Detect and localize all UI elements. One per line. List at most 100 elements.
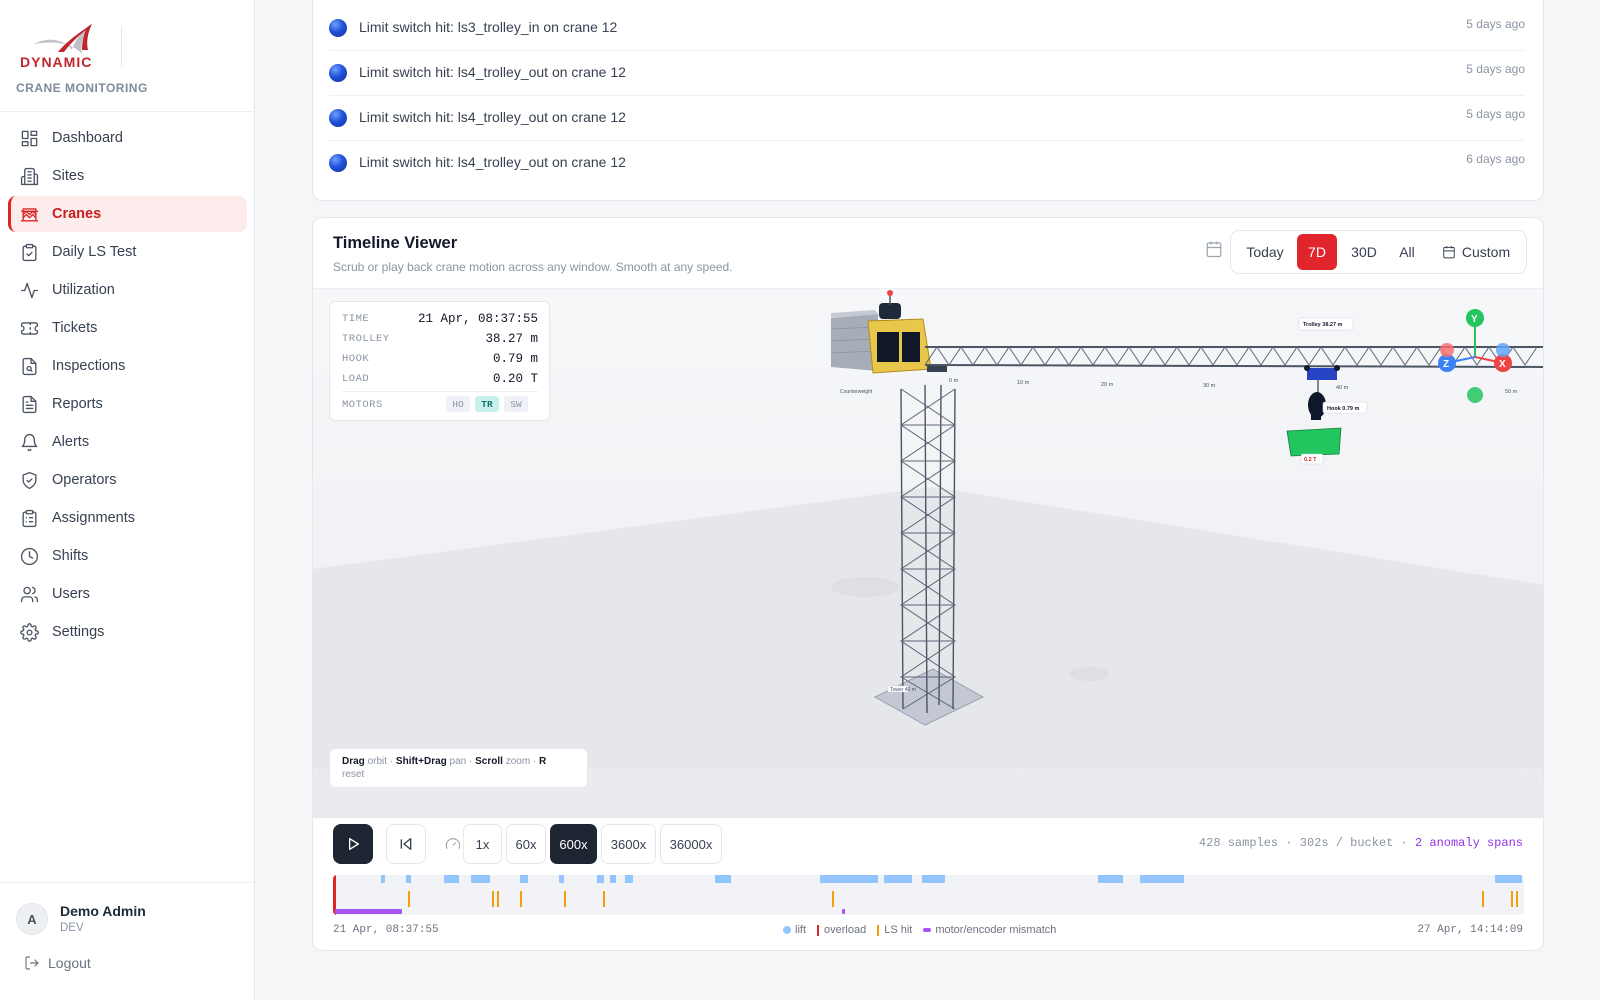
list-item[interactable]: Limit switch hit: ls3_trolley_in on cran… xyxy=(329,6,1525,51)
legend-ls-hit: LS hit xyxy=(877,924,912,936)
sidebar-item-inspections[interactable]: Inspections xyxy=(8,348,247,384)
time-range-selector: Today 7D 30D All Custom xyxy=(1230,230,1527,274)
lift-span-mark xyxy=(558,875,565,883)
skip-back-icon xyxy=(400,838,412,850)
sidebar-item-operators[interactable]: Operators xyxy=(8,462,247,498)
ls-hit-mark xyxy=(407,891,410,907)
sidebar-nav: Dashboard Sites Cranes Daily LS Test Uti… xyxy=(8,120,247,652)
jib-mark-label: 20 m xyxy=(1101,382,1114,388)
legend-mismatch: motor/encoder mismatch xyxy=(923,924,1056,936)
samples-info: 428 samples · 302s / bucket · xyxy=(1198,836,1408,850)
brand-header: DYNAMIC CRANE MONITORING xyxy=(0,0,254,112)
axis-y-label: Y xyxy=(1471,314,1478,325)
avatar[interactable]: A xyxy=(16,903,48,935)
list-item[interactable]: Limit switch hit: ls4_trolley_out on cra… xyxy=(329,96,1525,141)
lift-span-mark xyxy=(470,875,490,883)
legend-label: lift xyxy=(795,924,806,936)
ls-hit-mark xyxy=(491,891,494,907)
sidebar-item-settings[interactable]: Settings xyxy=(8,614,247,650)
divider xyxy=(342,391,538,392)
jib-mark-label: 0 m xyxy=(949,378,959,384)
sidebar-item-daily-ls-test[interactable]: Daily LS Test xyxy=(8,234,247,270)
range-7d-button[interactable]: 7D xyxy=(1297,234,1337,270)
sidebar-item-label: Tickets xyxy=(52,320,98,336)
logout-button[interactable]: Logout xyxy=(24,955,91,971)
sidebar-item-label: Reports xyxy=(52,396,103,412)
mismatch-pill-icon xyxy=(923,928,932,932)
hook-value: 0.79 m xyxy=(492,352,538,366)
user-name: Demo Admin xyxy=(60,903,146,919)
sidebar-item-label: Alerts xyxy=(52,434,90,450)
lift-span-mark xyxy=(625,875,634,883)
range-start-time: 21 Apr, 08:37:55 xyxy=(333,924,439,936)
alert-time: 5 days ago xyxy=(1466,17,1525,31)
jib-mark-label: 10 m xyxy=(1017,380,1030,386)
card-title: Timeline Viewer xyxy=(333,234,458,252)
play-button[interactable] xyxy=(333,824,373,864)
range-all-button[interactable]: All xyxy=(1399,244,1415,260)
axes-gizmo-icon[interactable]: Y X Z xyxy=(1438,309,1512,403)
user-role: DEV xyxy=(60,922,84,934)
hint-key: Shift+Drag xyxy=(395,756,447,767)
lift-span-mark xyxy=(1097,875,1123,883)
lift-span-mark xyxy=(596,875,605,883)
anomaly-count: 2 anomaly spans xyxy=(1414,836,1523,850)
alert-status-icon xyxy=(329,64,347,82)
legend-label: LS hit xyxy=(884,924,913,936)
load-label: LOAD xyxy=(342,373,370,385)
motors-label: MOTORS xyxy=(342,399,383,411)
ls-hit-mark xyxy=(602,891,605,907)
ls-hit-mark xyxy=(1510,891,1513,907)
range-30d-button[interactable]: 30D xyxy=(1351,244,1377,260)
sidebar-item-sites[interactable]: Sites xyxy=(8,158,247,194)
hint-action: pan xyxy=(449,756,467,767)
sidebar-item-assignments[interactable]: Assignments xyxy=(8,500,247,536)
legend-overload: overload xyxy=(817,924,866,936)
sidebar-item-label: Inspections xyxy=(52,358,126,374)
lift-span-mark xyxy=(1139,875,1184,883)
sidebar-item-utilization[interactable]: Utilization xyxy=(8,272,247,308)
alert-time: 6 days ago xyxy=(1466,152,1525,166)
sidebar-item-alerts[interactable]: Alerts xyxy=(8,424,247,460)
ticket-icon xyxy=(20,321,39,335)
sidebar-item-cranes[interactable]: Cranes xyxy=(8,196,247,232)
sidebar-item-dashboard[interactable]: Dashboard xyxy=(8,120,247,156)
legend-label: motor/encoder mismatch xyxy=(935,924,1057,936)
timeline-scrubber[interactable] xyxy=(333,875,1524,915)
speed-1x-button[interactable]: 1x xyxy=(463,824,502,864)
clock-icon xyxy=(20,547,39,565)
motor-ho-badge: HO xyxy=(446,396,470,412)
lift-span-mark xyxy=(883,875,913,883)
hint-action: reset xyxy=(342,769,365,780)
crane-3d-viewport[interactable]: Tower 40 m Counterweight 0 m 10 m 20 m 3… xyxy=(313,288,1543,818)
brand-divider xyxy=(121,26,122,66)
trolley-label: TROLLEY xyxy=(342,333,390,345)
range-custom-button[interactable]: Custom xyxy=(1429,234,1523,270)
timeline-legend: lift overload LS hit motor/encoder misma… xyxy=(783,924,1067,936)
counterweight-label: Counterweight xyxy=(840,389,873,395)
brand-logo-icon xyxy=(34,23,92,54)
alert-text: Limit switch hit: ls4_trolley_out on cra… xyxy=(359,154,626,170)
range-today-button[interactable]: Today xyxy=(1246,244,1284,260)
list-item[interactable]: Limit switch hit: ls4_trolley_out on cra… xyxy=(329,51,1525,96)
sidebar-item-users[interactable]: Users xyxy=(8,576,247,612)
list-item[interactable]: Limit switch hit: ls4_trolley_out on cra… xyxy=(329,141,1525,186)
speed-600x-button[interactable]: 600x xyxy=(550,824,597,864)
skip-to-start-button[interactable] xyxy=(386,824,426,864)
speed-60x-button[interactable]: 60x xyxy=(506,824,546,864)
range-custom-label: Custom xyxy=(1461,244,1511,260)
gauge-icon xyxy=(445,838,461,849)
sidebar-item-shifts[interactable]: Shifts xyxy=(8,538,247,574)
speed-36000x-button[interactable]: 36000x xyxy=(660,824,722,864)
speed-3600x-button[interactable]: 3600x xyxy=(601,824,656,864)
sidebar-item-tickets[interactable]: Tickets xyxy=(8,310,247,346)
recent-alerts-card: Limit switch hit: ls3_trolley_in on cran… xyxy=(312,0,1544,201)
alert-text: Limit switch hit: ls4_trolley_out on cra… xyxy=(359,64,626,80)
alert-status-icon xyxy=(329,19,347,37)
sidebar-item-label: Shifts xyxy=(52,548,89,564)
alert-text: Limit switch hit: ls4_trolley_out on cra… xyxy=(359,109,626,125)
hint-key: Drag xyxy=(342,756,365,767)
time-value: 21 Apr, 08:37:55 xyxy=(417,312,538,326)
sidebar-item-reports[interactable]: Reports xyxy=(8,386,247,422)
trolley-tag-label: Trolley 38.27 m xyxy=(1303,322,1343,328)
